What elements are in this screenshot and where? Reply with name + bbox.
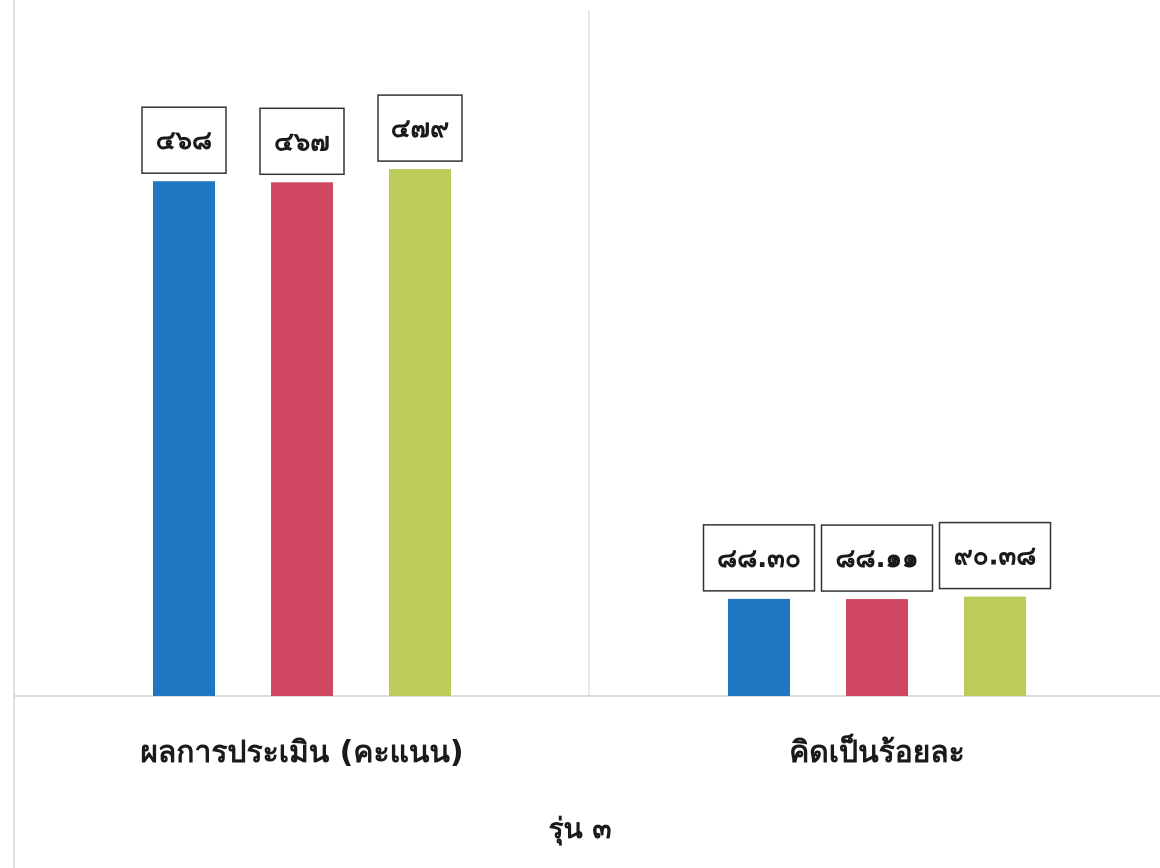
bar-2-2: [846, 599, 908, 696]
bar-1-1: [153, 181, 215, 696]
category-label-1: ผลการประเมิน (คะแนน): [140, 735, 463, 770]
data-label-2-2: ๘๘.๑๑: [835, 544, 918, 574]
data-label-2-3: ๙๐.๓๘: [954, 542, 1037, 572]
data-label-box-2-3: [938, 521, 1052, 590]
bar-series-group: [153, 169, 1026, 697]
data-label-box-1-2: [259, 107, 345, 176]
data-label-box-1-1: [141, 106, 227, 174]
data-label-box-1-3: [377, 94, 463, 162]
data-label-1-2: ๔๖๗: [274, 127, 330, 157]
category-label-2: คิดเป็นร้อยละ: [789, 733, 965, 770]
x-axis-title: รุ่น ๓: [548, 812, 611, 846]
data-label-2-1: ๘๘.๓๐: [717, 544, 801, 574]
category-label-group: ผลการประเมิน (คะแนน) คิดเป็นร้อยละ: [140, 733, 964, 770]
data-label-1-3: ๔๗๙: [391, 114, 449, 144]
data-label-box-2-1: [702, 524, 816, 592]
bar-1-3: [389, 169, 451, 697]
bar-2-3: [964, 596, 1026, 696]
bar-1-2: [271, 182, 333, 697]
data-label-box-2-2: [820, 524, 934, 592]
bar-2-1: [728, 598, 790, 696]
data-label-1-1: ๔๖๘: [156, 126, 212, 156]
